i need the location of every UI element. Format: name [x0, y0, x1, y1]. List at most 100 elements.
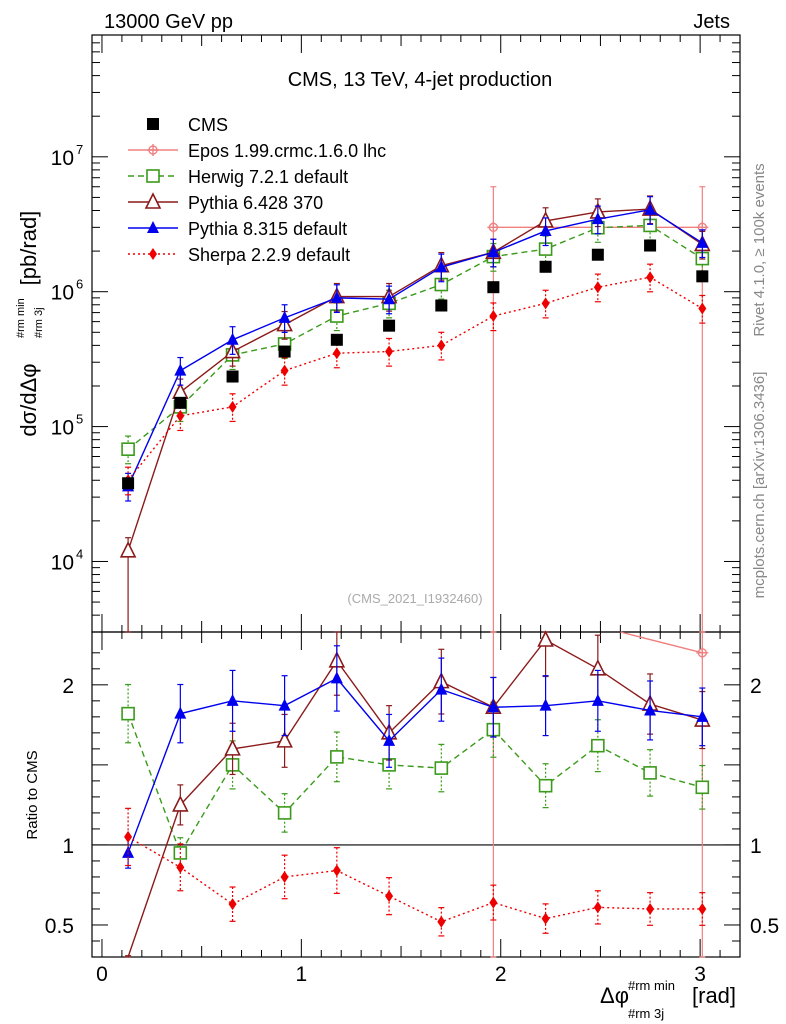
- legend-label: Sherpa 2.2.9 default: [188, 245, 350, 265]
- pythia8-ratio-point: [487, 700, 500, 713]
- pythia8-ratio-point: [591, 693, 604, 706]
- y-tick-label-right: 1: [750, 835, 762, 858]
- sherpa-point: [280, 364, 289, 377]
- herwig-point: [121, 442, 135, 456]
- y-tick-label-exponent: 7: [76, 142, 83, 157]
- legend-marker: [146, 169, 160, 183]
- y-tick-label: 0.5: [45, 915, 74, 938]
- pythia8-ratio-point: [226, 693, 239, 706]
- pythia8-ratio-point: [383, 733, 396, 746]
- cms-point: [278, 345, 291, 358]
- sherpa-line: [127, 276, 703, 481]
- pythia6-ratio-point: [224, 739, 241, 756]
- legend-entry-epos: Epos 1.99.crmc.1.6.0 lhc: [128, 141, 386, 161]
- sherpa-point: [176, 409, 185, 422]
- cms-point: [383, 319, 396, 332]
- y-tick-label: 10: [51, 147, 74, 170]
- legend-entry-pythia8: Pythia 8.315 default: [128, 219, 347, 239]
- pythia8-point: [174, 363, 187, 376]
- y-tick-label-exponent: 5: [76, 412, 83, 427]
- sherpa-ratio-point: [646, 902, 655, 915]
- herwig-line: [127, 224, 703, 450]
- pythia6-ratio-point: [276, 731, 293, 748]
- x-tick-label: 0: [96, 963, 108, 986]
- pythia8-point: [330, 290, 343, 303]
- ratio-series-pythia8: [122, 645, 709, 869]
- header-right: Jets: [693, 11, 730, 33]
- pythia8-ratio-point: [644, 703, 657, 716]
- cms-point: [435, 299, 448, 312]
- pythia8-point: [539, 223, 552, 236]
- svg-text:#rm min: #rm min: [628, 978, 675, 993]
- svg-text:dσ/dΔφ: dσ/dΔφ: [16, 363, 41, 436]
- pythia6-line: [127, 208, 703, 552]
- pythia6-point: [172, 382, 189, 399]
- ratio-panel-frame: [91, 631, 741, 958]
- sherpa-point: [385, 345, 394, 358]
- side-mcplots-label: mcplots.cern.ch [arXiv:1306.3436]: [751, 372, 768, 599]
- svg-text:[pb/rad]: [pb/rad]: [16, 211, 41, 286]
- legend-marker: [149, 248, 157, 260]
- pythia8-ratio-point: [122, 845, 135, 858]
- pythia8-point: [487, 245, 500, 258]
- svg-text:#rm min: #rm min: [15, 298, 27, 338]
- sherpa-ratio-point: [332, 864, 341, 877]
- sherpa-point: [541, 297, 550, 310]
- pythia8-point: [696, 235, 709, 248]
- legend: CMS Epos 1.99.crmc.1.6.0 lhc Herwig 7.2.1 …: [128, 115, 386, 265]
- pythia8-ratio-point: [435, 682, 448, 695]
- sherpa-point: [332, 347, 341, 360]
- y-tick-label: 1: [62, 835, 74, 858]
- legend-label: Pythia 8.315 default: [188, 219, 347, 239]
- series-sherpa: [124, 263, 707, 496]
- y-tick-label-right: 2: [750, 675, 762, 698]
- sherpa-point: [593, 281, 602, 294]
- y-tick-label-right: 0.5: [750, 915, 779, 938]
- ratio-plot-area: [121, 630, 711, 958]
- sherpa-ratio-line: [127, 836, 703, 923]
- main-y-axis-label: dσ/dΔφ #rm min #rm 3j [pb/rad]: [15, 211, 45, 437]
- sherpa-ratio-point: [280, 870, 289, 883]
- side-rivet-label: Rivet 4.1.0, ≥ 100k events: [751, 163, 768, 336]
- ratio-series-pythia6: [125, 630, 711, 958]
- cms-point: [644, 239, 657, 252]
- herwig-ratio-line: [127, 713, 703, 855]
- herwig-ratio-point: [538, 778, 553, 793]
- pythia6-ratio-point: [172, 795, 189, 812]
- cms-point: [330, 333, 343, 346]
- herwig-ratio-point: [695, 780, 710, 795]
- sherpa-ratio-point: [124, 830, 133, 843]
- herwig-ratio-point: [330, 750, 344, 764]
- pythia8-point: [435, 260, 448, 273]
- y-tick-label-exponent: 4: [76, 546, 83, 561]
- pythia8-ratio-point: [539, 698, 552, 711]
- pythia6-ratio-line: [127, 639, 703, 958]
- sherpa-ratio-point: [437, 915, 446, 928]
- sherpa-ratio-point: [228, 898, 237, 911]
- x-tick-label: 3: [694, 963, 706, 986]
- herwig-ratio-point: [643, 766, 657, 780]
- pythia8-ratio-point: [278, 698, 291, 711]
- cms-point: [591, 248, 604, 261]
- pythia8-point: [383, 292, 396, 305]
- x-axis-label: Δφ #rm min #rm 3j [rad]: [600, 978, 736, 1021]
- legend-label: Pythia 6.428 370: [188, 193, 323, 213]
- y-tick-label: 2: [62, 675, 74, 698]
- sherpa-ratio-point: [541, 912, 550, 925]
- pythia8-line: [127, 209, 703, 487]
- ratio-axis-ticks: 0 1 2 3 0.5 0.5 1 1 2 2: [45, 632, 779, 986]
- sherpa-point: [698, 302, 707, 315]
- pythia8-ratio-point: [696, 709, 709, 722]
- herwig-ratio-point: [121, 706, 135, 721]
- sherpa-ratio-point: [385, 890, 394, 903]
- svg-text:#rm 3j: #rm 3j: [33, 307, 45, 338]
- pythia8-ratio-point: [330, 671, 343, 684]
- legend-marker: [147, 221, 159, 233]
- pythia6-point: [119, 541, 137, 558]
- x-tick-label: 1: [296, 963, 308, 986]
- sherpa-point: [437, 339, 446, 352]
- sherpa-point: [489, 310, 498, 323]
- x-tick-label: 2: [495, 963, 507, 986]
- herwig-ratio-point: [277, 806, 292, 820]
